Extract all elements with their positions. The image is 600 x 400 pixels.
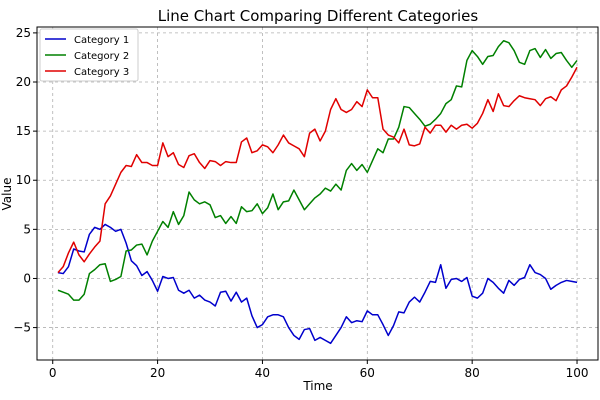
legend-label-category-1: Category 1 bbox=[74, 35, 129, 46]
x-tick-label: 40 bbox=[255, 366, 270, 380]
y-axis-ticks: −5 0 5 10 15 20 25 bbox=[13, 26, 37, 335]
x-tick-label: 80 bbox=[465, 366, 480, 380]
x-axis-label: Time bbox=[302, 379, 332, 393]
x-axis-ticks: 0 20 40 60 80 100 bbox=[49, 360, 589, 380]
series-line-category-3 bbox=[57, 66, 578, 274]
series-line-category-1 bbox=[57, 223, 578, 345]
y-tick-label: −5 bbox=[13, 321, 31, 335]
legend-label-category-3: Category 3 bbox=[74, 67, 129, 78]
series-lines bbox=[57, 40, 578, 345]
legend: Category 1 Category 2 Category 3 bbox=[39, 28, 139, 82]
x-tick-label: 0 bbox=[49, 366, 57, 380]
series-line-category-2 bbox=[57, 40, 578, 301]
y-tick-label: 10 bbox=[16, 173, 31, 187]
chart-title: Line Chart Comparing Different Categorie… bbox=[158, 7, 479, 25]
legend-label-category-2: Category 2 bbox=[74, 51, 129, 62]
legend-box bbox=[39, 28, 139, 82]
y-tick-label: 20 bbox=[16, 75, 31, 89]
y-tick-label: 25 bbox=[16, 26, 31, 40]
y-tick-label: 0 bbox=[23, 271, 31, 285]
plot-frame bbox=[36, 26, 599, 361]
x-tick-label: 20 bbox=[150, 366, 165, 380]
x-tick-label: 60 bbox=[360, 366, 375, 380]
x-tick-label: 100 bbox=[566, 366, 589, 380]
y-axis-label: Value bbox=[0, 178, 14, 211]
y-tick-label: 15 bbox=[16, 124, 31, 138]
grid bbox=[37, 27, 598, 360]
y-tick-label: 5 bbox=[23, 222, 31, 236]
